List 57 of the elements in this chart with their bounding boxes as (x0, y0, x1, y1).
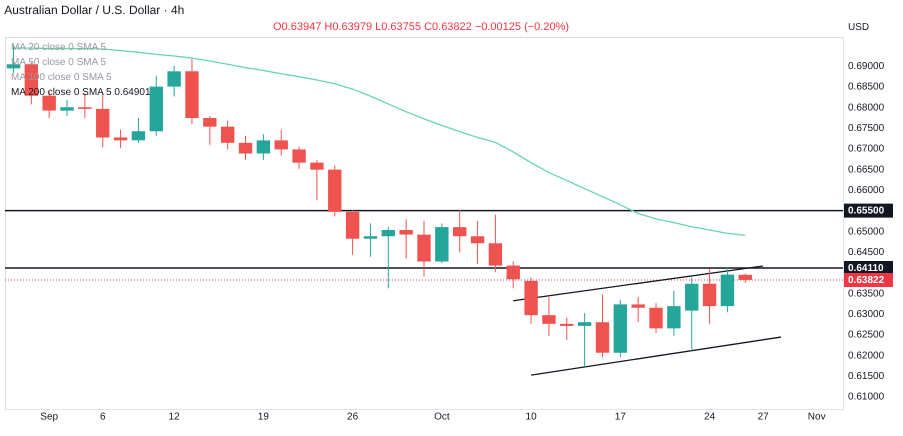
y-tick-label: 0.62000 (848, 350, 885, 362)
ref-line-label: 0.63822 (848, 274, 885, 286)
y-axis-title: USD (848, 22, 870, 33)
x-tick-label: 24 (704, 412, 716, 422)
ref-line-label: 0.65500 (848, 206, 885, 217)
y-tick-label: 0.62500 (848, 330, 885, 341)
candlestick (364, 222, 378, 258)
x-tick-label: Oct (434, 412, 450, 422)
y-tick-label: 0.67500 (848, 122, 885, 134)
x-tick-label: 6 (100, 412, 106, 422)
candlestick (167, 65, 181, 98)
candlestick (453, 210, 466, 253)
y-tick-label: 0.66500 (848, 164, 885, 176)
y-tick-label: 0.63000 (848, 308, 885, 320)
y-tick-label: 0.64500 (848, 246, 885, 258)
candlestick (310, 160, 324, 201)
candlestick (470, 220, 484, 264)
candlestick (649, 302, 663, 334)
candlestick (256, 134, 270, 161)
candlestick (631, 296, 645, 323)
x-tick-label: 10 (526, 412, 538, 422)
chart-title: Australian Dollar / U.S. Dollar · 4h (4, 3, 184, 17)
y-tick-label: 0.69000 (848, 60, 885, 72)
x-tick-label: Nov (808, 412, 826, 422)
x-tick-label: 27 (758, 412, 770, 422)
y-tick-label: 0.61000 (848, 392, 885, 403)
y-tick-label: 0.61500 (848, 370, 885, 382)
text: O0.63947 H0.63979 L0.63755 C0.63822 −0.00125 (−0.20%) (273, 21, 570, 33)
candlestick (238, 135, 252, 161)
candlestick (738, 272, 752, 284)
candlestick (488, 214, 502, 273)
candlestick (667, 290, 681, 336)
candlestick (114, 129, 128, 149)
candlestick (560, 317, 574, 340)
candlestick (399, 218, 413, 260)
y-tick-label: 0.68000 (848, 102, 885, 114)
candlestick (382, 226, 395, 289)
candlestick (132, 118, 146, 144)
y-tick-label: 0.66000 (848, 184, 885, 196)
candlestick (542, 296, 556, 336)
candlestick (220, 120, 234, 150)
y-tick-label: 0.63500 (848, 288, 885, 300)
ref-line-label: 0.64110 (848, 263, 884, 274)
x-tick-label: 19 (258, 412, 270, 422)
x-tick-label: 26 (347, 412, 359, 422)
candlestick (274, 129, 288, 156)
x-tick-label: 12 (168, 412, 180, 422)
y-tick-label: 0.67000 (848, 144, 885, 155)
candlestick (506, 260, 520, 289)
candlestick (702, 268, 716, 324)
y-tick-label: 0.65000 (848, 226, 885, 238)
x-tick-label: 17 (614, 412, 626, 422)
candlestick (203, 115, 217, 146)
y-tick-label: 0.68500 (848, 82, 885, 93)
candlestick (578, 312, 592, 368)
x-tick-label: Sep (40, 412, 59, 422)
candlestick (292, 146, 306, 170)
